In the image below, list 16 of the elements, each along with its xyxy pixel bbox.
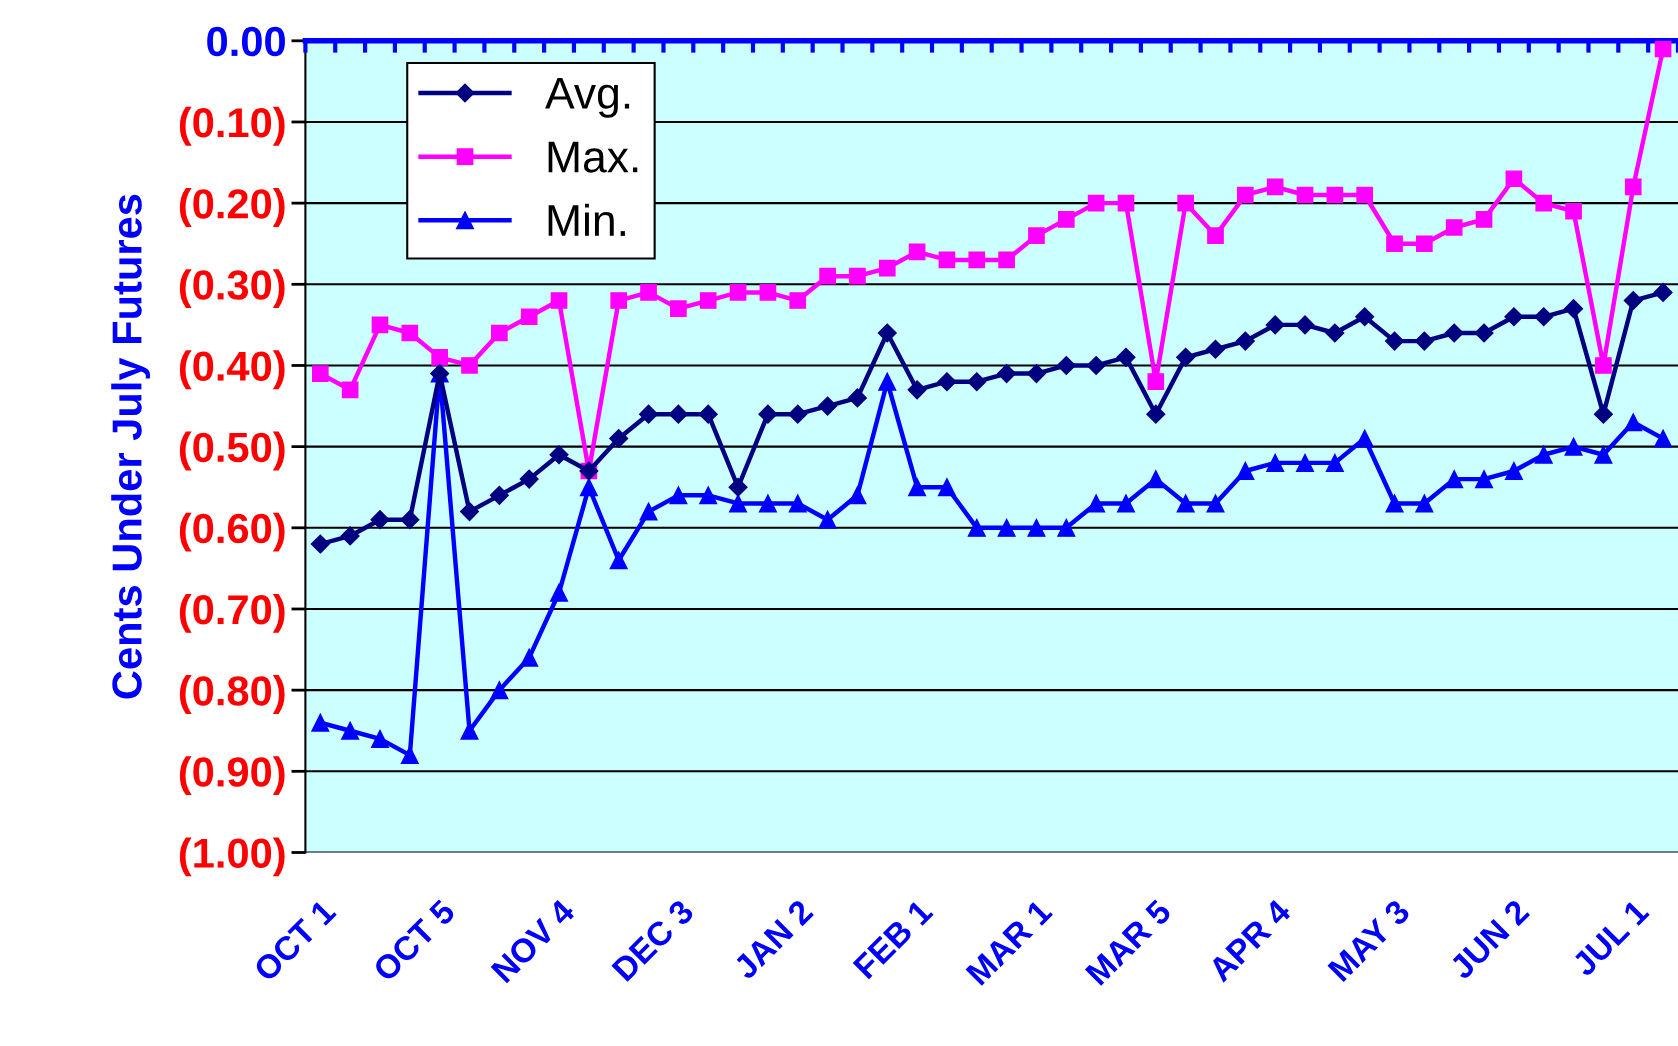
y-tick-label: (0.50)	[179, 431, 285, 471]
y-tick-label: (0.80)	[179, 675, 285, 714]
legend-label: Max.	[548, 141, 638, 173]
y-tick-label: 0.00	[207, 26, 285, 57]
legend-label: Avg.	[545, 77, 630, 118]
y-tick-label: (0.10)	[179, 106, 285, 146]
y-axis-title: Cents Under July Futures	[111, 194, 151, 699]
y-tick-label: (0.90)	[179, 756, 285, 796]
y-tick-label: (0.60)	[179, 512, 285, 552]
legend-label: Min.	[548, 203, 625, 236]
y-tick-label: (0.40)	[179, 350, 285, 390]
x-tick-label: JUL 1	[1570, 898, 1650, 978]
y-tick-label: (1.00)	[179, 837, 285, 877]
y-tick-label: (0.70)	[179, 593, 285, 633]
y-tick-label: (0.30)	[179, 269, 285, 309]
y-tick-label: (0.20)	[179, 188, 285, 227]
